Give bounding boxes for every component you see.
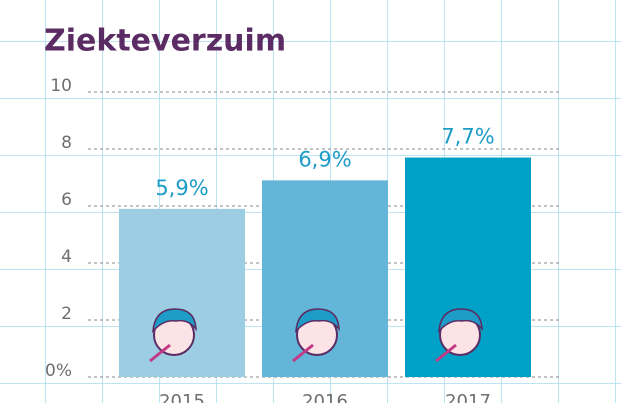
x-tick-label: 2016: [302, 391, 348, 403]
value-label: 5,9%: [155, 176, 208, 200]
value-label: 7,7%: [441, 125, 494, 149]
y-tick-label: 6: [61, 190, 72, 210]
y-tick-label: 4: [61, 247, 72, 267]
x-tick-label: 2015: [159, 391, 205, 403]
y-tick-label: 2: [61, 304, 72, 324]
y-tick-label: 8: [61, 133, 72, 153]
chart: Ziekteverzuim 0% 2 4 6 8 10 5,9% 2015 6,9% 2016 7,…: [0, 0, 621, 403]
x-tick-label: 2017: [445, 391, 491, 403]
y-tick-label: 0%: [45, 361, 72, 381]
y-tick-label: 10: [50, 76, 72, 96]
value-label: 6,9%: [298, 147, 351, 171]
chart-title: Ziekteverzuim: [44, 24, 286, 59]
